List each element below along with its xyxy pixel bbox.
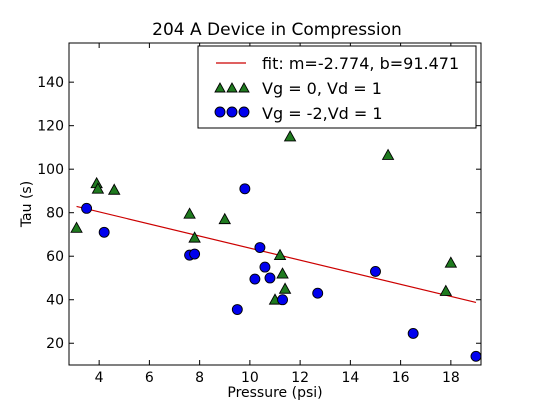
y-axis-ticks: 20 40 60 80 100 120 140 (37, 75, 481, 352)
legend-triangle-swatch (214, 82, 250, 93)
data-point-circle (407, 328, 419, 339)
data-point-triangle (439, 284, 453, 296)
data-point-circle (254, 242, 266, 253)
data-point-triangle (444, 256, 458, 268)
fit-line-layer (76, 205, 477, 304)
y-tick-label: 20 (46, 336, 64, 352)
legend-circle-marker (238, 106, 250, 118)
data-point-triangle (218, 212, 232, 225)
x-tick-label: 12 (291, 370, 309, 386)
legend-circle-marker (214, 106, 226, 118)
data-points-layer (70, 130, 482, 362)
data-point-triangle (273, 248, 287, 260)
legend: fit: m=-2.774, b=91.471 Vg = 0, Vd = 1 V… (197, 45, 477, 129)
y-tick-label: 120 (37, 119, 64, 135)
x-tick-label: 18 (442, 370, 460, 386)
y-tick-label: 80 (46, 206, 64, 222)
chart-title: 204 A Device in Compression (152, 20, 402, 40)
data-point-triangle (91, 182, 105, 194)
legend-series-2-label: Vg = -2,Vd = 1 (262, 104, 383, 123)
x-tick-label: 16 (392, 370, 410, 386)
x-axis-ticks: 4 6 8 10 12 14 16 18 (95, 43, 460, 386)
legend-circle-swatch (214, 106, 250, 118)
legend-series-1-label: Vg = 0, Vd = 1 (262, 79, 382, 98)
data-point-circle (98, 226, 110, 238)
data-point-circle (231, 304, 243, 315)
legend-triangle-marker (214, 82, 226, 93)
data-point-triangle (107, 183, 121, 195)
data-point-circle (264, 272, 276, 284)
data-point-triangle (381, 148, 395, 160)
x-tick-label: 6 (145, 370, 154, 386)
legend-circle-marker (226, 106, 238, 118)
data-point-circle (312, 287, 324, 299)
y-tick-label: 40 (46, 293, 64, 309)
legend-triangle-marker (238, 82, 250, 93)
legend-triangle-marker (226, 82, 238, 93)
data-point-circle (239, 183, 251, 195)
data-point-triangle (283, 130, 297, 142)
y-tick-label: 60 (46, 249, 64, 265)
x-tick-label: 14 (341, 370, 359, 386)
data-point-circle (470, 350, 482, 362)
data-point-circle (370, 265, 381, 277)
data-point-triangle (70, 221, 83, 233)
data-point-circle (81, 202, 93, 214)
y-tick-label: 100 (37, 162, 64, 178)
legend-fit-label: fit: m=-2.774, b=91.471 (262, 54, 459, 73)
x-tick-label: 10 (241, 370, 259, 386)
data-point-circle (189, 248, 201, 260)
y-axis-label: Tau (s) (19, 181, 35, 228)
data-point-circle (249, 273, 261, 285)
y-tick-label: 140 (37, 75, 64, 91)
data-point-triangle (276, 267, 289, 279)
data-point-triangle (278, 282, 292, 294)
fit-line (76, 205, 477, 304)
data-point-triangle (183, 207, 196, 219)
data-point-circle (277, 294, 288, 306)
data-point-circle (259, 261, 271, 273)
x-tick-label: 4 (95, 370, 104, 386)
data-point-triangle (188, 231, 201, 243)
x-axis-label: Pressure (psi) (227, 385, 322, 401)
x-tick-label: 8 (195, 370, 204, 386)
